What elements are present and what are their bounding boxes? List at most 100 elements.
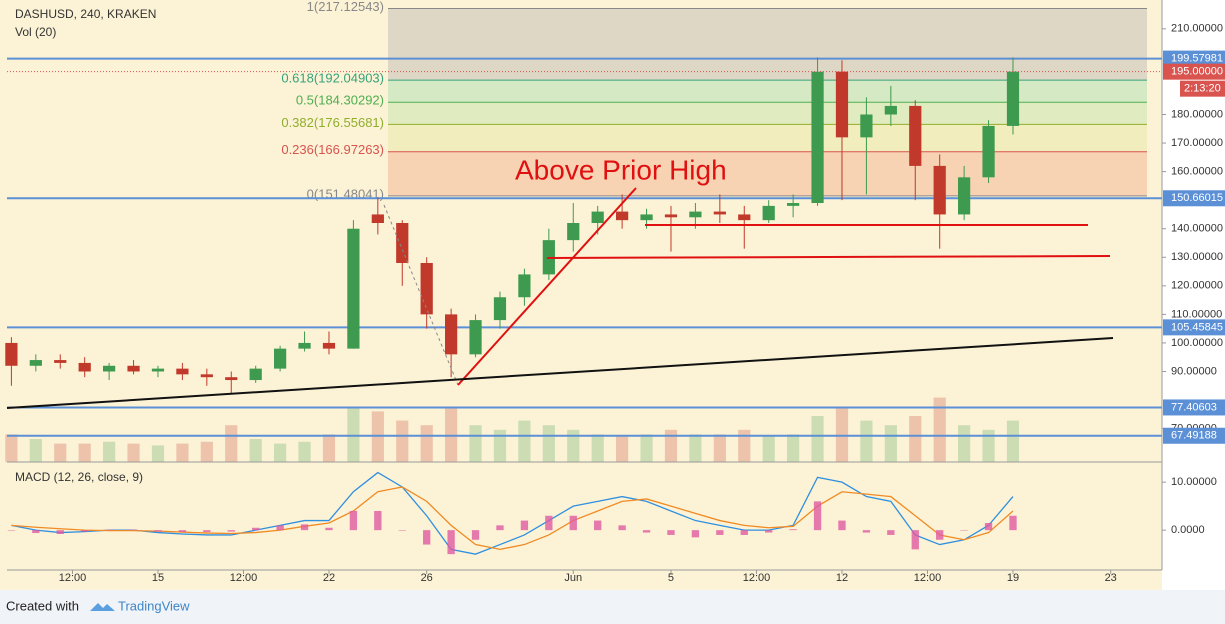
annotation: Above Prior High: [515, 154, 727, 185]
candle-body: [640, 214, 653, 221]
volume-bar: [591, 434, 604, 462]
volume-bar: [151, 445, 165, 462]
candle-body: [78, 362, 91, 372]
fib-band: [388, 151, 1147, 196]
histogram-bar: [398, 530, 406, 531]
candle-body: [567, 223, 580, 241]
histogram-bar: [349, 510, 358, 531]
histogram-bar: [618, 525, 626, 531]
volume-bar: [542, 425, 555, 462]
y-tick-label: 120.00000: [1171, 280, 1223, 292]
volume-bar: [958, 425, 971, 462]
histogram-bar: [862, 530, 871, 533]
long-trendline: [6, 337, 1114, 409]
histogram-bar: [838, 520, 846, 531]
histogram-bar: [765, 530, 773, 533]
histogram-bar: [642, 530, 651, 533]
histogram-bar: [887, 530, 895, 535]
histogram-bar: [178, 530, 187, 533]
volume-bar: [5, 434, 18, 462]
volume-bar: [200, 441, 213, 462]
volume-bar: [29, 439, 42, 462]
histogram-bar: [203, 530, 211, 533]
fib-label: 0.236(166.97263): [281, 142, 384, 157]
candle-body: [958, 177, 971, 215]
level-tag: [1163, 399, 1225, 416]
candle-body: [322, 342, 336, 349]
x-tick-label: 12:00: [914, 572, 942, 584]
candle-body: [884, 105, 897, 115]
volume-bar: [640, 434, 653, 462]
level-tag: [1163, 319, 1225, 336]
histogram-bar: [936, 530, 944, 540]
level-tag-label: 150.66015: [1171, 192, 1223, 204]
candle-body: [469, 320, 482, 355]
histogram-bar: [984, 522, 993, 531]
candle-body: [225, 377, 238, 381]
volume-bar: [567, 429, 580, 462]
candle-body: [54, 360, 67, 363]
volume-bar: [78, 443, 91, 462]
volume-bar: [298, 441, 311, 462]
x-tick-label: 5: [668, 572, 674, 584]
level-tag-label: 105.45845: [1171, 321, 1223, 333]
volume-bar: [249, 439, 262, 462]
last-price-label: 195.00000: [1171, 66, 1223, 78]
volume-bar: [396, 420, 409, 462]
histogram-bar: [423, 530, 431, 545]
level-tag-label: 77.40603: [1171, 401, 1217, 413]
histogram-bar: [300, 524, 309, 531]
footer: [0, 590, 1225, 624]
histogram-bar: [32, 530, 40, 534]
logo: [90, 603, 115, 611]
fib-band: [388, 124, 1147, 152]
macd-line: [11, 486, 1014, 551]
volume-bar: [445, 406, 458, 462]
volume-bar: [493, 429, 507, 462]
histogram-bar: [276, 525, 284, 531]
volume-bar: [127, 443, 140, 462]
candle-body: [713, 211, 726, 215]
histogram-bar: [960, 530, 968, 531]
volume-bar: [347, 406, 360, 462]
histogram-bar: [7, 530, 16, 531]
fib-label: 0.5(184.30292): [296, 93, 384, 108]
volume-bar: [738, 429, 751, 462]
histogram-bar: [471, 530, 480, 540]
histogram-bar: [789, 529, 797, 531]
fib-label: 1(217.12543): [307, 0, 384, 14]
candle-body: [664, 214, 678, 218]
volume-bar: [616, 436, 629, 462]
y-tick-label: 180.00000: [1171, 108, 1223, 120]
volume-bar: [787, 434, 800, 462]
fib-band: [388, 80, 1147, 103]
volume-label: Vol (20): [15, 25, 56, 39]
y-tick-label: 160.00000: [1171, 166, 1223, 178]
candle-body: [835, 71, 849, 138]
volume-bar: [933, 397, 946, 462]
fib-label: 0.618(192.04903): [281, 71, 384, 86]
volume-bar: [689, 434, 702, 462]
volume-bar: [225, 425, 238, 462]
volume-bar: [811, 416, 824, 462]
level-tag-label: 199.57981: [1171, 52, 1223, 64]
level-tag: [1163, 50, 1225, 67]
brand[interactable]: TradingView: [118, 598, 190, 613]
volume-bar: [103, 441, 116, 462]
candle-body: [103, 365, 116, 372]
candle-body: [29, 360, 42, 366]
volume-bar: [176, 443, 189, 462]
histogram-bar: [545, 515, 553, 531]
histogram-bar: [569, 515, 577, 531]
candle-body: [249, 368, 262, 381]
histogram-bar: [374, 510, 382, 531]
macd-title: MACD (12, 26, close, 9): [15, 470, 143, 484]
candle-body: [738, 214, 751, 221]
histogram-bar: [813, 501, 822, 531]
candle-body: [200, 374, 213, 378]
candle-body: [151, 368, 165, 372]
candle-body: [445, 314, 458, 355]
macd-line: [11, 471, 1014, 555]
candle-body: [493, 297, 507, 321]
volume-bar: [469, 425, 482, 462]
